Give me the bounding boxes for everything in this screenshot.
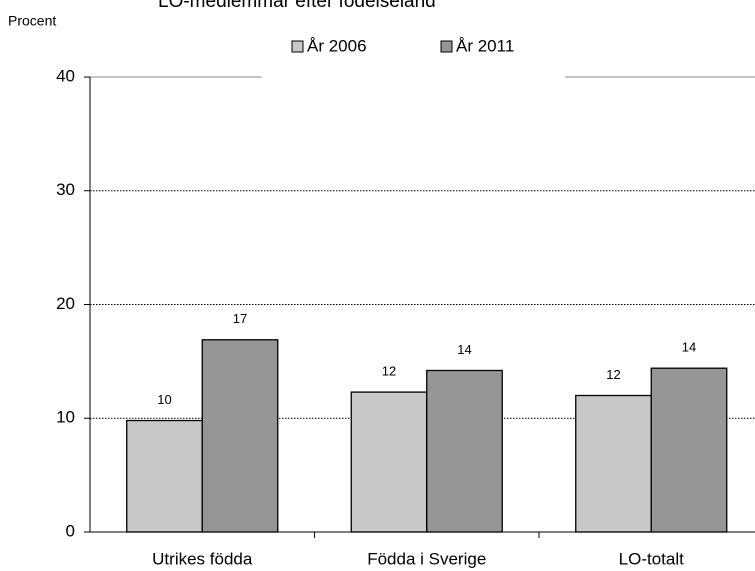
value-label: 12 xyxy=(382,364,396,379)
legend-label: År 2006 xyxy=(307,36,367,55)
y-tick-label: 40 xyxy=(56,66,75,85)
value-label: 17 xyxy=(233,311,247,326)
chart-title: LO-medlemmar efter födelseland xyxy=(158,0,436,12)
x-tick-label: LO-totalt xyxy=(619,549,684,568)
x-tick-label: Utrikes födda xyxy=(152,549,253,568)
legend-label: År 2011 xyxy=(456,36,514,55)
value-label: 14 xyxy=(682,340,696,355)
bar xyxy=(650,367,728,533)
bar xyxy=(201,339,279,533)
legend-swatch xyxy=(440,40,453,53)
bar xyxy=(350,391,428,533)
y-tick-label: 30 xyxy=(56,180,75,199)
y-tick-label: 20 xyxy=(56,294,75,313)
bar xyxy=(426,369,503,533)
value-label: 14 xyxy=(457,342,471,357)
y-tick-label: 10 xyxy=(56,408,75,427)
legend-swatch xyxy=(291,40,304,53)
x-tick-label: Födda i Sverige xyxy=(367,549,486,568)
value-label: 12 xyxy=(606,367,620,382)
bar xyxy=(575,394,652,533)
bar xyxy=(126,419,203,533)
value-label: 10 xyxy=(157,392,171,407)
legend-box xyxy=(262,30,565,84)
y-axis-label: Procent xyxy=(8,13,56,29)
y-tick-label: 0 xyxy=(66,521,75,540)
